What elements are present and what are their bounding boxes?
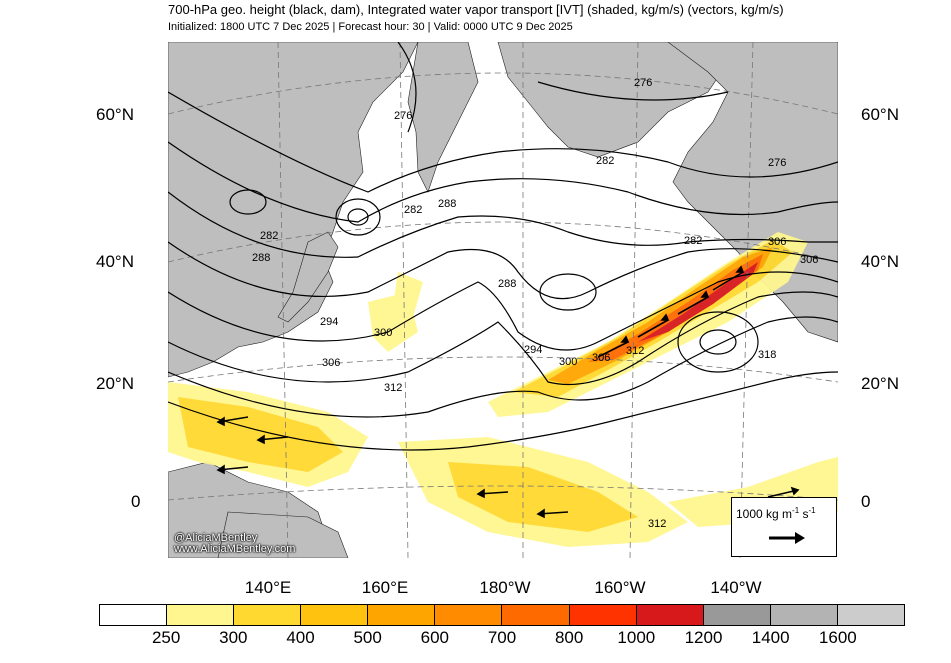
lon-label-180w: 180°W	[479, 578, 531, 597]
contour-label-group: 276 276 276 282 282 282 282 288 288 288 …	[252, 77, 818, 530]
height-contours	[168, 42, 838, 451]
ivt-colorbar	[99, 604, 905, 626]
chart-title: 700-hPa geo. height (black, dam), Integr…	[168, 2, 784, 17]
lat-label-left-60n: 60°N	[96, 105, 134, 124]
ivt-vectors	[216, 265, 800, 519]
contour-label: 300	[374, 327, 392, 339]
contour-label: 282	[596, 155, 614, 167]
contour-label: 276	[768, 157, 786, 169]
lat-label-right-40n: 40°N	[861, 252, 899, 271]
contour-label: 288	[438, 198, 456, 210]
reference-vector-label: 1000 kg m-1 s-1	[736, 506, 816, 521]
contour-label: 294	[524, 344, 542, 356]
colorbar-tick-label: 500	[353, 628, 382, 647]
chart-subtitle: Initialized: 1800 UTC 7 Dec 2025 | Forec…	[168, 21, 573, 33]
colorbar-segment	[502, 605, 570, 625]
lat-label-right-60n: 60°N	[861, 105, 899, 124]
contour-label: 306	[592, 352, 610, 364]
colorbar-segment	[368, 605, 436, 625]
contour-label: 306	[800, 254, 818, 266]
colorbar-tick-label: 1000	[617, 628, 656, 647]
ref-label-sup2: -1	[808, 506, 816, 515]
lon-label-160e: 160°E	[361, 578, 409, 597]
contour-label: 318	[758, 349, 776, 361]
lon-label-140w: 140°W	[710, 578, 762, 597]
lon-label-140e: 140°E	[244, 578, 292, 597]
contour-label: 306	[768, 236, 786, 248]
credit-website: www.AliciaMBentley.com	[174, 543, 296, 555]
map-panel: 276 276 276 282 282 282 282 288 288 288 …	[168, 42, 838, 558]
lat-label-left-40n: 40°N	[96, 252, 134, 271]
colorbar-segment	[435, 605, 503, 625]
lon-label-160w: 160°W	[594, 578, 646, 597]
contour-label: 276	[394, 110, 412, 122]
contour-label: 294	[320, 316, 338, 328]
contour-label: 288	[252, 252, 270, 264]
contour-label: 282	[684, 235, 702, 247]
colorbar-segment	[837, 605, 904, 625]
reference-arrow-icon	[769, 532, 805, 544]
contour-label: 300	[559, 356, 577, 368]
colorbar-tick-label: 250	[151, 628, 181, 647]
contour-label: 282	[404, 204, 422, 216]
contour-label: 276	[634, 77, 652, 89]
colorbar-segment	[234, 605, 302, 625]
colorbar-tick-label: 1600	[818, 628, 857, 647]
colorbar-tick-label: 600	[420, 628, 450, 647]
colorbar-tick-label: 400	[286, 628, 315, 647]
contour-label: 288	[498, 278, 516, 290]
lat-label-left-20n: 20°N	[96, 374, 134, 393]
lat-label-right-0: 0	[861, 492, 871, 511]
colorbar-tick-label: 1200	[684, 628, 723, 647]
map-svg: 276 276 276 282 282 282 282 288 288 288 …	[168, 42, 838, 558]
colorbar-tick-label: 1400	[751, 628, 790, 647]
kamchatka-landmass	[407, 42, 479, 193]
colorbar-segment	[636, 605, 704, 625]
lat-label-left-0: 0	[131, 492, 141, 511]
ref-label-sup1: -1	[792, 506, 800, 515]
colorbar-segment	[569, 605, 637, 625]
contour-label: 312	[626, 345, 644, 357]
colorbar-segment	[770, 605, 838, 625]
lat-label-right-20n: 20°N	[861, 374, 899, 393]
new-guinea-landmass	[217, 511, 349, 558]
colorbar-segment	[301, 605, 369, 625]
contour-label: 282	[260, 230, 278, 242]
colorbar-segment	[703, 605, 771, 625]
colorbar-tick-label: 800	[554, 628, 584, 647]
ref-label-mid: s	[799, 507, 809, 521]
contour-label: 312	[384, 382, 402, 394]
colorbar-segment	[100, 605, 168, 625]
japan-landmass	[277, 231, 339, 323]
credit-handle: @AliciaMBentley	[174, 532, 258, 544]
colorbar-tick-label: 700	[487, 628, 517, 647]
graticule	[168, 42, 838, 558]
colorbar-segment	[167, 605, 235, 625]
contour-label: 306	[322, 357, 340, 369]
colorbar-tick-label: 300	[219, 628, 248, 647]
ref-label-main: 1000 kg m	[736, 507, 793, 521]
reference-vector-box: 1000 kg m-1 s-1	[731, 497, 837, 557]
contour-label: 312	[648, 518, 666, 530]
